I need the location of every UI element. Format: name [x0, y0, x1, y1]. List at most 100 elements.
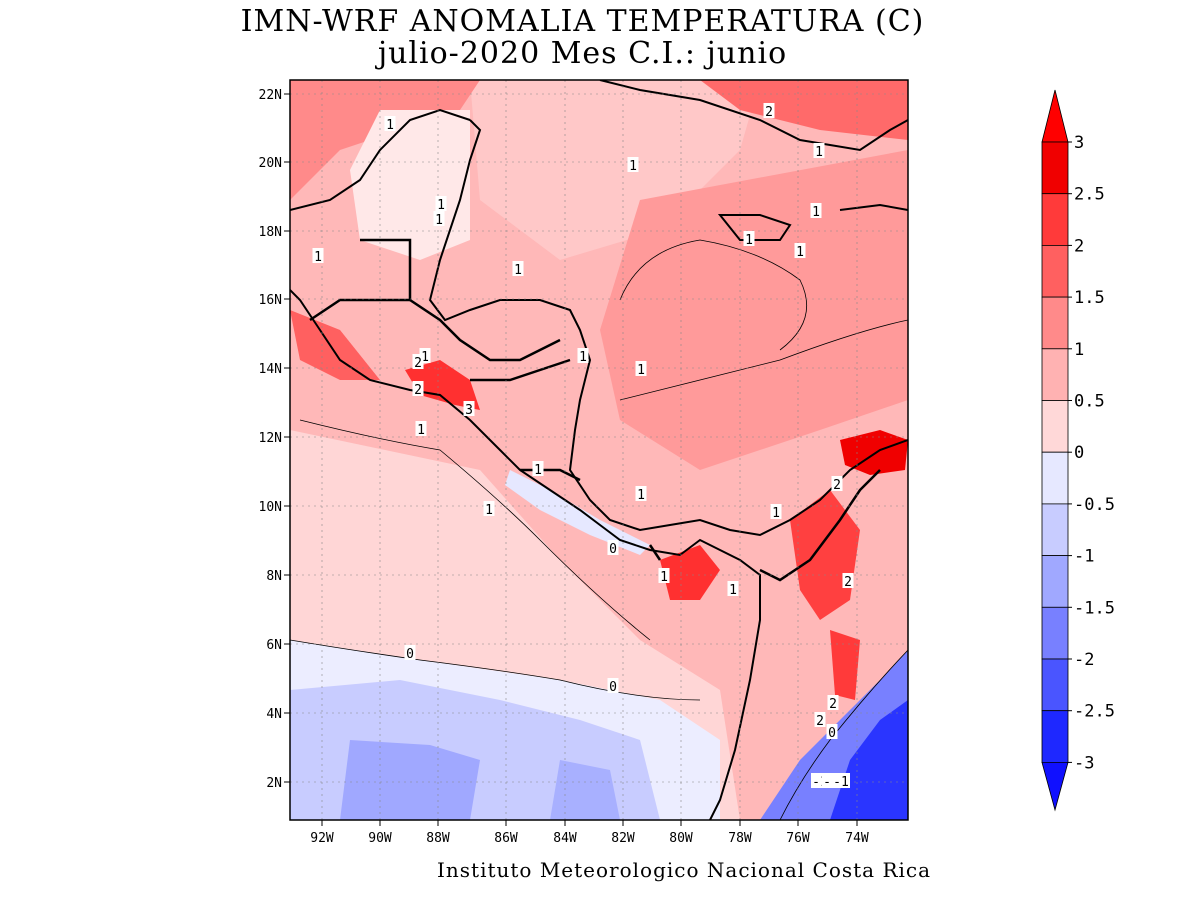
contour-label-bg — [635, 486, 647, 501]
contour-label: 2 — [833, 478, 841, 493]
hispaniola-coastline — [839, 203, 908, 211]
colorbar-swatch — [1041, 348, 1069, 401]
anomaly-hotspot-chiapas — [290, 310, 380, 380]
colorbar-label: 0.5 — [1074, 392, 1105, 412]
contour-label-bg — [814, 712, 826, 727]
lon-tick-label: 76W — [786, 831, 810, 846]
colorbar-label: 1.5 — [1074, 288, 1105, 308]
anomaly-hotspot-colombia-south — [830, 630, 860, 700]
contour-label-bg — [412, 354, 424, 369]
anomaly-band-se-strong-neg — [830, 700, 908, 820]
colorbar: 3 2.5 2 1.5 1 0.5 0 -0.5 -1 -1.5 -2 -2.5 -3 — [1041, 89, 1115, 812]
lat-tick-label: 22N — [259, 88, 282, 103]
axis-labels: 92W 90W 88W 86W 84W 82W 80W 78W 76W 74W22N20N18N1… — [259, 88, 869, 846]
contour-label: 1 — [485, 503, 493, 518]
anomaly-band-neg-one-south — [550, 760, 620, 820]
contour-label-bg — [831, 476, 843, 491]
contour-label-bg — [813, 143, 825, 158]
lon-tick-label: 74W — [845, 831, 869, 846]
nicaragua-border — [470, 358, 571, 382]
colorbar-label: -1.5 — [1074, 598, 1115, 618]
lon-tick-label: 80W — [669, 831, 693, 846]
lat-tick-label: 10N — [259, 500, 282, 515]
colorbar-label: -3 — [1074, 753, 1094, 773]
contour-label-bg — [384, 116, 396, 131]
lat-tick-label: 20N — [259, 156, 282, 171]
contour-label: 1 — [815, 145, 823, 160]
contour-label: 2 — [829, 697, 837, 712]
colorbar-label: 2 — [1074, 236, 1084, 256]
contour-one-line-east — [619, 319, 908, 401]
contour-label-bg — [810, 203, 822, 218]
lat-tick-label: 2N — [266, 776, 282, 791]
contour-label-bg — [435, 196, 447, 211]
lat-tick-label: 16N — [259, 293, 282, 308]
honduras-border — [409, 298, 561, 362]
colorbar-swatch — [1041, 141, 1069, 195]
colorbar-top-arrow — [1041, 89, 1069, 143]
colorbar-label: 3 — [1074, 133, 1084, 153]
colorbar-label: -1 — [1074, 547, 1094, 567]
contour-label-bg — [727, 581, 739, 596]
contour-neg-line-se — [779, 649, 908, 820]
lon-tick-label: 84W — [553, 831, 577, 846]
anomaly-hotspot-el-salvador — [405, 360, 480, 410]
contour-label-bg — [832, 773, 850, 788]
contour-label: 1 — [435, 213, 443, 228]
lon-tick-label: 90W — [368, 831, 392, 846]
contour-label-bg — [415, 421, 427, 436]
contour-label: 1 — [796, 245, 804, 260]
colorbar-label: 0 — [1074, 443, 1084, 463]
map-title-line1: IMN-WRF ANOMALIA TEMPERATURA (C) — [240, 4, 925, 39]
lon-tick-label: 78W — [728, 831, 752, 846]
contour-label-bg — [512, 261, 524, 276]
contour-label: 1 — [314, 250, 322, 265]
colorbar-swatch — [1041, 606, 1069, 660]
contour-label-bg — [433, 211, 445, 226]
lat-tick-label: 6N — [266, 638, 282, 653]
contour-label: 3 — [465, 403, 473, 418]
contour-label: 1 — [386, 118, 394, 133]
colombia-border — [759, 469, 881, 582]
contour-label: 1 — [534, 463, 542, 478]
contour-label: 1 — [514, 263, 522, 278]
colorbar-label: -2 — [1074, 650, 1094, 670]
anomaly-band-caribbean-north — [470, 80, 760, 260]
colorbar-label: -2.5 — [1074, 702, 1115, 722]
contour-label-bg — [658, 568, 670, 583]
contour-label-bg — [607, 540, 619, 555]
lon-tick-label: 86W — [494, 831, 518, 846]
contour-label: 1 — [729, 583, 737, 598]
colorbar-swatch — [1041, 296, 1069, 350]
colorbar-label: 2.5 — [1074, 185, 1105, 205]
anomaly-hotspot-panama — [660, 545, 720, 600]
contour-label-bg — [743, 231, 755, 246]
contour-label: 1 — [417, 423, 425, 438]
panama-border — [648, 544, 662, 561]
coastlines — [290, 80, 908, 820]
lat-tick-label: 4N — [266, 707, 282, 722]
colorbar-label: 1 — [1074, 340, 1084, 360]
lon-tick-label: 88W — [426, 831, 450, 846]
jamaica-coastline — [717, 214, 792, 241]
anomaly-field — [290, 80, 908, 820]
contour-label: 0 — [609, 542, 617, 557]
contour-label: 2 — [414, 383, 422, 398]
contour-label: 0 — [406, 647, 414, 662]
contour-label-bg — [607, 678, 619, 693]
contour-label-bg — [794, 243, 806, 258]
contour-label: 1 — [437, 198, 445, 213]
contour-label: 0 — [609, 680, 617, 695]
contour-label: 1 — [772, 506, 780, 521]
contour-label: 1 — [637, 363, 645, 378]
anomaly-band-neg-one — [340, 740, 480, 820]
contour-zero-line — [290, 639, 701, 701]
lat-tick-label: 12N — [259, 431, 282, 446]
contour-label-bg — [627, 157, 639, 172]
contour-label-bg — [412, 381, 424, 396]
contour-one-line — [299, 419, 651, 641]
anomaly-band-cuba-red — [700, 80, 908, 140]
contour-label-bg — [419, 348, 431, 363]
contour-label: 2 — [765, 105, 773, 120]
colorbar-swatch — [1041, 503, 1069, 556]
